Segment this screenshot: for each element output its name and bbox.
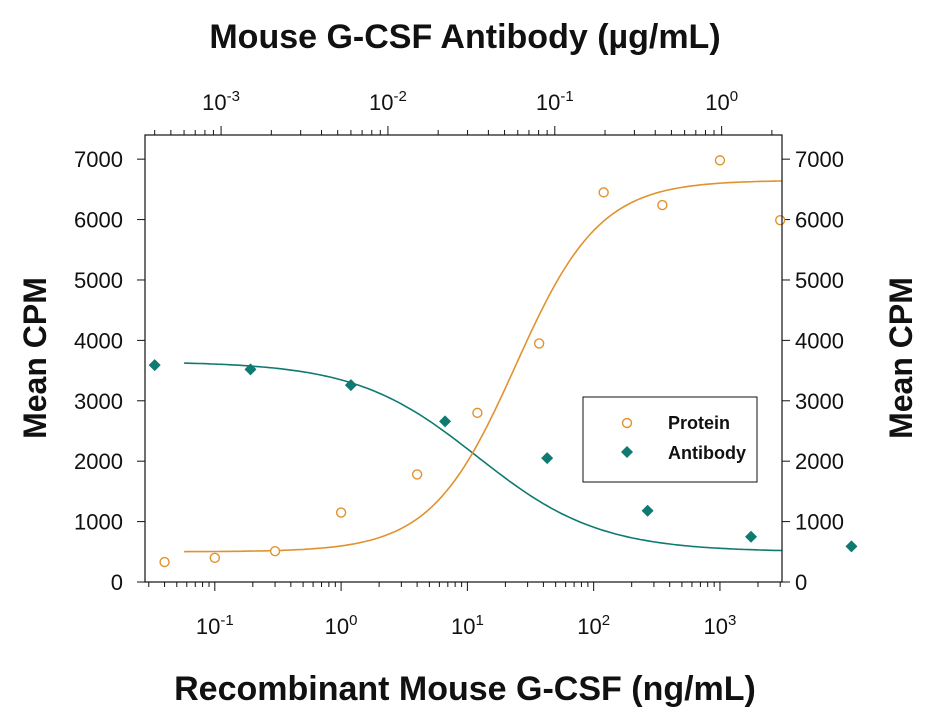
protein-point bbox=[775, 214, 786, 226]
x-axis-title: Recombinant Mouse G-CSF (ng/mL) bbox=[174, 670, 756, 708]
y-left-tick-label: 5000 bbox=[74, 268, 123, 293]
protein-point bbox=[335, 507, 347, 518]
protein-point bbox=[159, 556, 170, 568]
protein-point bbox=[209, 552, 221, 564]
y-right-tick-label: 7000 bbox=[795, 147, 844, 172]
y-right-tick-label: 1000 bbox=[795, 510, 844, 535]
y-right-tick-label: 6000 bbox=[795, 208, 844, 233]
antibody-point bbox=[344, 379, 357, 392]
protein-fit-curve bbox=[184, 180, 782, 553]
y-axis-title-right: Mean CPM bbox=[883, 277, 919, 439]
y-axis-title-left: Mean CPM bbox=[17, 277, 53, 439]
legend-protein-label: Protein bbox=[668, 413, 730, 433]
x-top-tick-label: 10-1 bbox=[536, 88, 574, 115]
legend-box bbox=[582, 396, 758, 483]
x-bottom-tick-label: 10-1 bbox=[196, 612, 234, 639]
antibody-point bbox=[845, 540, 858, 553]
legend-protein-marker bbox=[621, 417, 633, 429]
protein-point bbox=[714, 155, 726, 166]
y-right-tick-label: 0 bbox=[795, 570, 807, 595]
protein-point bbox=[657, 199, 668, 211]
plot-frame bbox=[144, 134, 783, 583]
antibody-point bbox=[244, 363, 257, 376]
protein-point bbox=[269, 545, 281, 557]
protein-point bbox=[598, 187, 609, 198]
x-bottom-tick-label: 102 bbox=[577, 612, 610, 639]
x-top-tick-label: 10-2 bbox=[369, 88, 407, 115]
protein-point bbox=[533, 338, 545, 349]
y-right-tick-label: 2000 bbox=[795, 449, 844, 474]
x-bottom-tick-label: 100 bbox=[325, 612, 358, 639]
y-left-tick-label: 7000 bbox=[74, 147, 123, 172]
antibody-fit-curve bbox=[184, 362, 783, 552]
y-right-tick-label: 3000 bbox=[795, 389, 844, 414]
y-left-tick-label: 3000 bbox=[74, 389, 123, 414]
x-top-tick-label: 10-3 bbox=[202, 88, 240, 115]
protein-point bbox=[472, 407, 483, 419]
antibody-point bbox=[439, 415, 452, 428]
y-left-tick-label: 6000 bbox=[74, 208, 123, 233]
y-left-tick-label: 4000 bbox=[74, 328, 123, 353]
legend-antibody-marker bbox=[621, 446, 633, 458]
top-axis-title: Mouse G-CSF Antibody (µg/mL) bbox=[209, 18, 720, 56]
y-left-tick-label: 0 bbox=[111, 570, 123, 595]
y-right-tick-label: 4000 bbox=[795, 328, 844, 353]
x-bottom-tick-label: 101 bbox=[451, 612, 484, 639]
x-top-tick-label: 100 bbox=[705, 88, 738, 115]
fit-curves bbox=[184, 180, 783, 553]
y-right-tick-label: 5000 bbox=[795, 268, 844, 293]
legend-antibody-label: Antibody bbox=[668, 443, 746, 463]
x-bottom-tick-label: 103 bbox=[704, 612, 737, 639]
protein-point bbox=[411, 469, 423, 480]
y-left-tick-label: 1000 bbox=[74, 510, 123, 535]
antibody-point bbox=[541, 452, 554, 465]
antibody-point bbox=[148, 359, 161, 372]
antibody-point bbox=[745, 530, 758, 543]
y-left-tick-label: 2000 bbox=[74, 449, 123, 474]
legend: Protein Antibody bbox=[582, 396, 758, 483]
data-markers bbox=[148, 155, 858, 568]
antibody-point bbox=[641, 504, 654, 517]
